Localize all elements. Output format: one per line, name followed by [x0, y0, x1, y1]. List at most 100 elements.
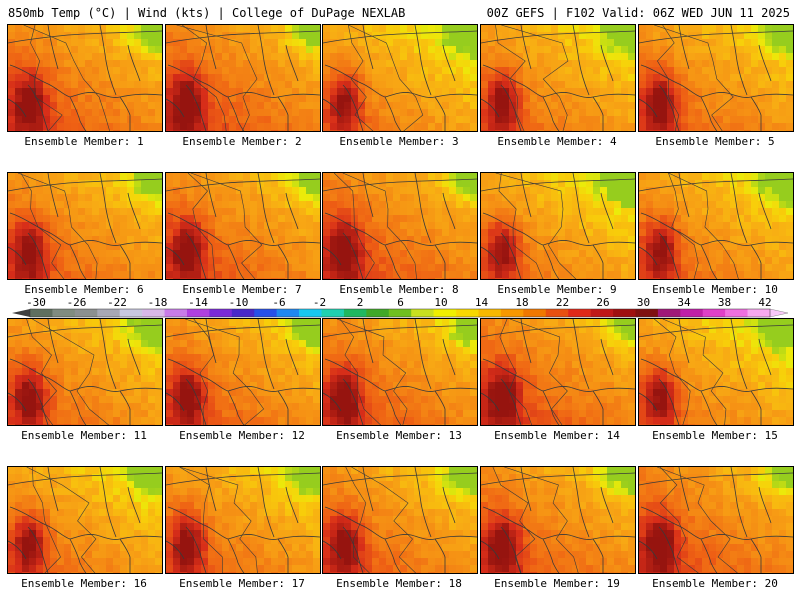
- geography-outlines: [481, 173, 635, 279]
- panel-label: Ensemble Member: 9: [497, 283, 617, 296]
- temperature-field-map: [323, 467, 477, 573]
- map-panel: [480, 466, 636, 574]
- panel-label: Ensemble Member: 15: [652, 429, 778, 442]
- temperature-field-map: [481, 319, 635, 425]
- colorbar-segment: [30, 309, 53, 317]
- temperature-field-map: [323, 173, 477, 279]
- colorbar-segment: [299, 309, 322, 317]
- panel-label: Ensemble Member: 1: [24, 135, 144, 148]
- temperature-field-map: [481, 467, 635, 573]
- map-panel: [638, 466, 794, 574]
- geography-outlines: [166, 467, 320, 573]
- colorbar-segment: [74, 309, 98, 317]
- panel-label: Ensemble Member: 16: [21, 577, 147, 590]
- temperature-field-map: [166, 25, 320, 131]
- temperature-shading: [166, 467, 320, 573]
- panel-label: Ensemble Member: 19: [494, 577, 620, 590]
- temperature-field-map: [166, 319, 320, 425]
- colorbar-segment: [725, 309, 748, 317]
- colorbar-segment: [276, 309, 300, 317]
- colorbar-segment: [590, 309, 614, 317]
- temperature-field-map: [166, 173, 320, 279]
- temperature-field-map: [323, 319, 477, 425]
- colorbar-tick-label: 22: [556, 296, 569, 309]
- map-panel: [7, 466, 163, 574]
- geography-outlines: [166, 319, 320, 425]
- colorbar-tick-label: 6: [397, 296, 404, 309]
- map-panel: [322, 172, 478, 280]
- temperature-field-map: [639, 467, 793, 573]
- geography-outlines: [481, 319, 635, 425]
- colorbar-tick-label: -2: [313, 296, 326, 309]
- temperature-field-map: [8, 25, 162, 131]
- panel-label: Ensemble Member: 6: [24, 283, 144, 296]
- colorbar-segment: [657, 309, 681, 317]
- panel-label: Ensemble Member: 4: [497, 135, 617, 148]
- geography-outlines: [323, 467, 477, 573]
- panel-label: Ensemble Member: 2: [182, 135, 302, 148]
- geography-outlines: [8, 25, 162, 131]
- geography-outlines: [323, 25, 477, 131]
- temperature-shading: [481, 319, 635, 425]
- colorbar-tick-label: -26: [67, 296, 87, 309]
- run-valid-time: 00Z GEFS | F102 Valid: 06Z WED JUN 11 20…: [486, 6, 790, 20]
- colorbar-tick-label: -14: [188, 296, 208, 309]
- temperature-field-map: [639, 25, 793, 131]
- colorbar-segment: [680, 309, 704, 317]
- panel-label: Ensemble Member: 10: [652, 283, 778, 296]
- colorbar-tick-label: 10: [434, 296, 447, 309]
- colorbar-segment: [321, 309, 345, 317]
- colorbar-tick-label: -30: [26, 296, 46, 309]
- map-panel: [638, 172, 794, 280]
- geography-outlines: [166, 25, 320, 131]
- colorbar-segment: [142, 309, 165, 317]
- colorbar-segment: [500, 309, 524, 317]
- colorbar-tick-label: 34: [677, 296, 691, 309]
- colorbar-segment: [613, 309, 636, 317]
- geography-outlines: [481, 25, 635, 131]
- geography-outlines: [639, 467, 793, 573]
- map-panel: [638, 318, 794, 426]
- colorbar-segment: [186, 309, 210, 317]
- panel-label: Ensemble Member: 8: [339, 283, 459, 296]
- colorbar-tick-label: 2: [357, 296, 364, 309]
- map-panel: [322, 24, 478, 132]
- colorbar-segment: [164, 309, 188, 317]
- geography-outlines: [166, 173, 320, 279]
- geography-outlines: [8, 173, 162, 279]
- temperature-field-map: [481, 173, 635, 279]
- colorbar-tick-label: 30: [637, 296, 650, 309]
- temperature-shading: [639, 319, 793, 425]
- panel-label: Ensemble Member: 12: [179, 429, 305, 442]
- map-panel: [322, 318, 478, 426]
- map-panel: [7, 24, 163, 132]
- map-panel: [7, 318, 163, 426]
- colorbar-tick-label: 42: [758, 296, 771, 309]
- geography-outlines: [481, 467, 635, 573]
- colorbar-segment: [119, 309, 143, 317]
- geography-outlines: [639, 173, 793, 279]
- colorbar-tick-label: -6: [272, 296, 285, 309]
- map-panel: [638, 24, 794, 132]
- colorbar-tick-label: 18: [515, 296, 528, 309]
- colorbar-min-arrow: [12, 309, 30, 317]
- colorbar-segment: [411, 309, 434, 317]
- colorbar-tick-label: 26: [596, 296, 609, 309]
- colorbar-tick-label: -18: [148, 296, 168, 309]
- map-panel: [165, 172, 321, 280]
- colorbar-segment: [635, 309, 659, 317]
- map-panel: [165, 466, 321, 574]
- colorbar-segment: [209, 309, 233, 317]
- colorbar-segment: [231, 309, 255, 317]
- geography-outlines: [323, 319, 477, 425]
- geography-outlines: [639, 319, 793, 425]
- temperature-field-map: [639, 173, 793, 279]
- panel-label: Ensemble Member: 14: [494, 429, 620, 442]
- panel-label: Ensemble Member: 7: [182, 283, 302, 296]
- temperature-field-map: [481, 25, 635, 131]
- temperature-field-map: [8, 467, 162, 573]
- panel-label: Ensemble Member: 11: [21, 429, 147, 442]
- colorbar-segment: [478, 309, 502, 317]
- map-panel: [7, 172, 163, 280]
- map-panel: [165, 24, 321, 132]
